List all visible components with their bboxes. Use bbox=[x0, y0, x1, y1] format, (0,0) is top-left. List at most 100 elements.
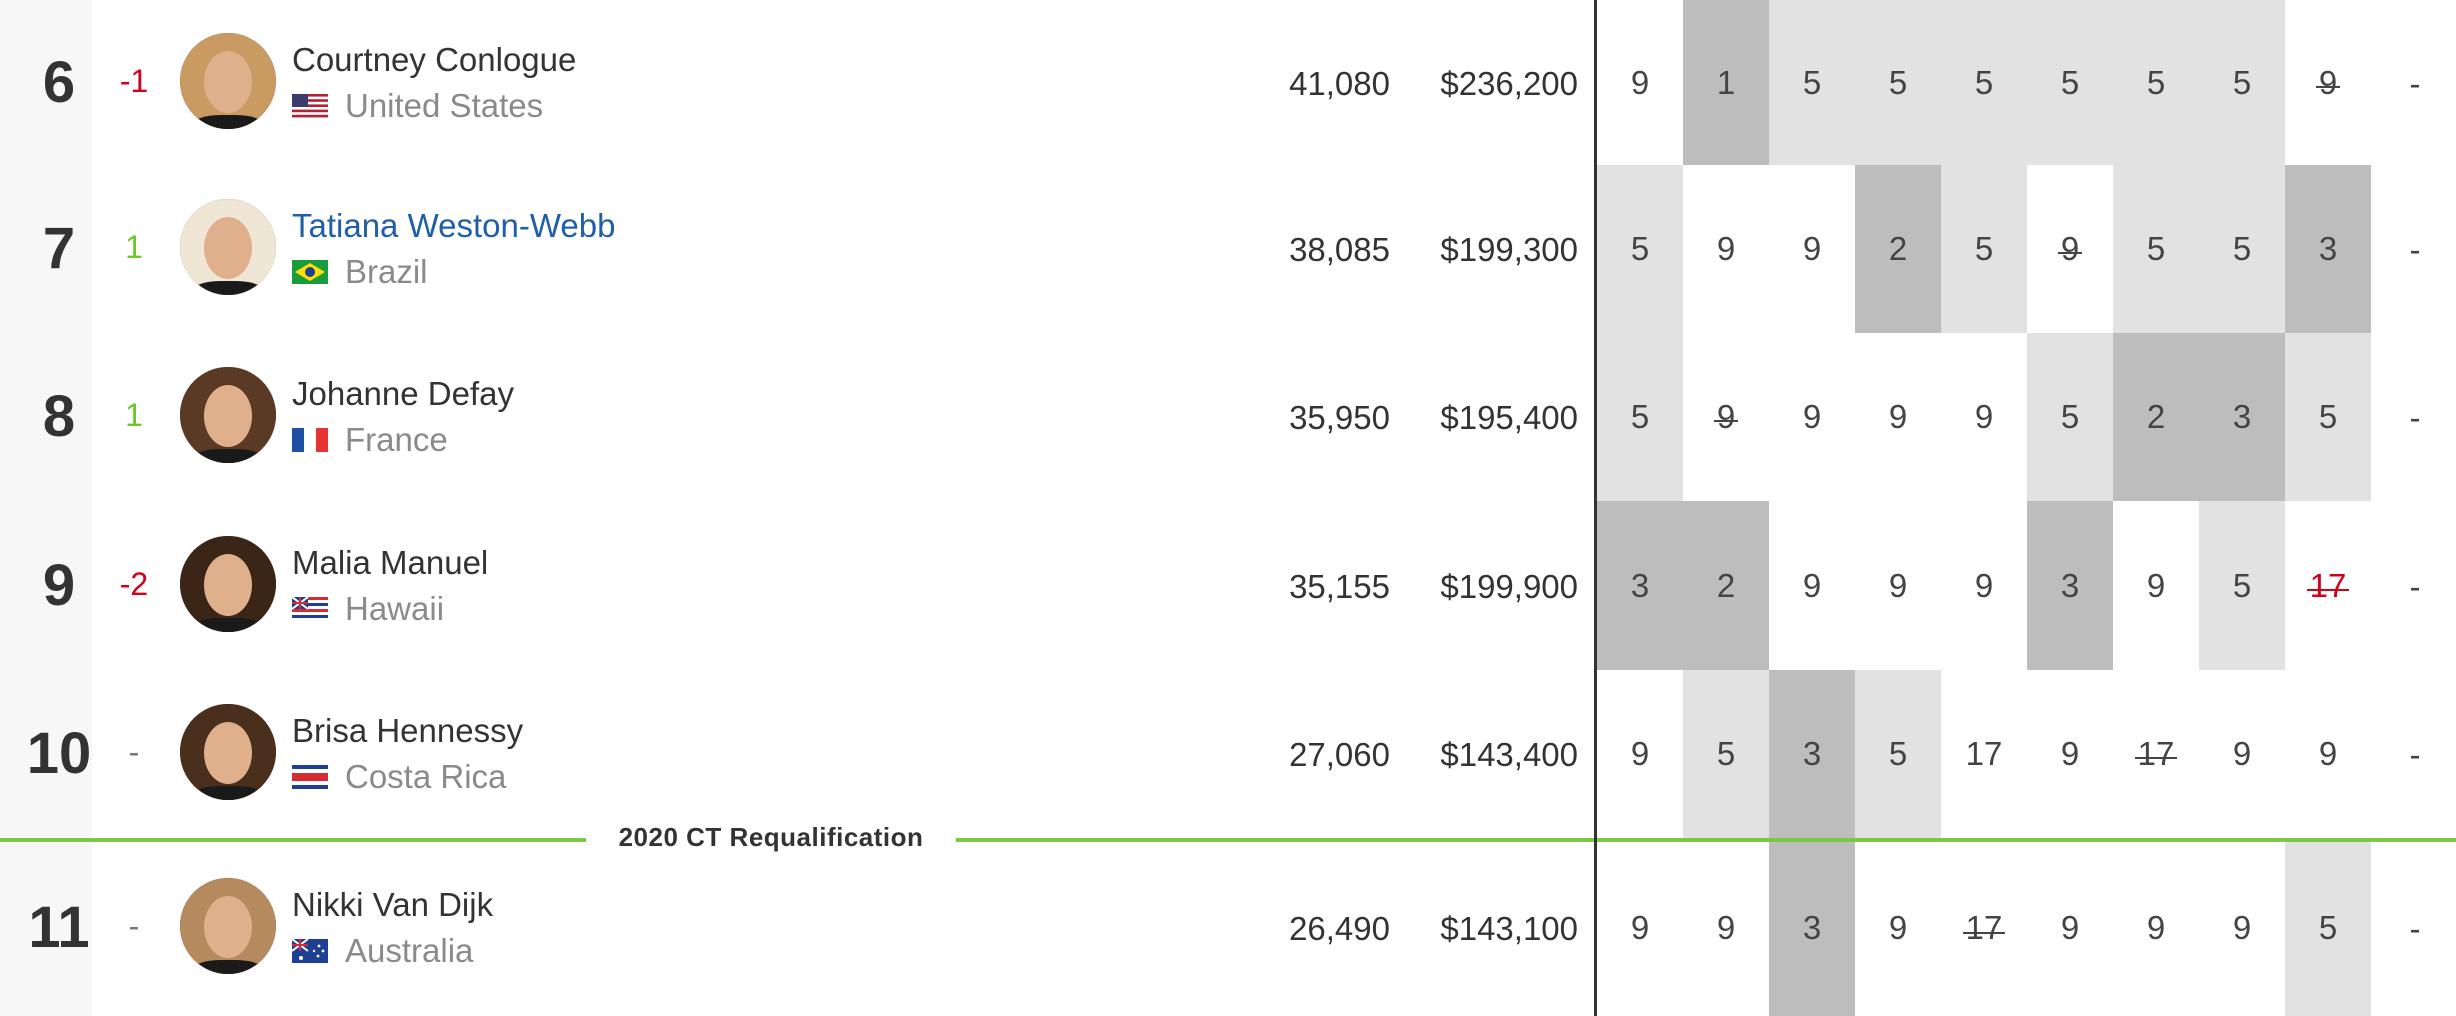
result-value: 3 bbox=[2232, 398, 2252, 435]
event-result-cell: 9 bbox=[2027, 840, 2113, 1016]
result-value: 5 bbox=[1630, 398, 1650, 435]
result-value: 9 bbox=[1630, 735, 1650, 772]
event-result-cell: 3 bbox=[2285, 165, 2371, 333]
event-result-cell: 9 bbox=[1769, 333, 1855, 501]
event-result-cell: 9 bbox=[1855, 501, 1941, 670]
event-result-cell: 5 bbox=[2113, 165, 2199, 333]
result-value: 5 bbox=[1974, 230, 1994, 267]
athlete-prize-money: $236,200 bbox=[1440, 64, 1578, 102]
athlete-avatar[interactable] bbox=[180, 199, 276, 295]
rank-change: 1 bbox=[125, 229, 143, 265]
dropped-result-value: 17 bbox=[2306, 501, 2350, 670]
athlete-country: Brazil bbox=[345, 253, 428, 290]
athlete-points: 27,060 bbox=[1289, 736, 1390, 773]
event-result-cell: 5 bbox=[1597, 333, 1683, 501]
event-result-cell: 9 bbox=[1941, 501, 2027, 670]
event-result-cell: 2 bbox=[1855, 165, 1941, 333]
result-value: 17 bbox=[1965, 735, 2003, 772]
result-value: 5 bbox=[1802, 64, 1822, 101]
last-event-result: - bbox=[2409, 399, 2421, 436]
hawaii-flag-icon bbox=[292, 596, 328, 621]
result-value: 2 bbox=[2146, 398, 2166, 435]
event-result-cell: 5 bbox=[2199, 0, 2285, 165]
event-result-cell: 9 bbox=[2113, 501, 2199, 670]
athlete-name[interactable]: Malia Manuel bbox=[292, 543, 489, 581]
athlete-country: United States bbox=[345, 86, 544, 124]
event-result-cell: 3 bbox=[1597, 501, 1683, 670]
event-result-cell: 9 bbox=[2285, 0, 2371, 165]
athlete-avatar[interactable] bbox=[180, 704, 276, 800]
result-value: 9 bbox=[2232, 909, 2252, 946]
result-value: 5 bbox=[2232, 230, 2252, 267]
result-value: 9 bbox=[1716, 230, 1736, 267]
brazil-flag-icon bbox=[292, 260, 328, 284]
rank-change: - bbox=[128, 908, 140, 944]
athlete-prize-money: $143,400 bbox=[1440, 736, 1578, 773]
result-value: 3 bbox=[2060, 567, 2080, 604]
rank-number: 6 bbox=[42, 49, 76, 115]
rank-number: 7 bbox=[42, 216, 76, 281]
event-result-cell: 5 bbox=[1941, 0, 2027, 165]
athlete-avatar[interactable] bbox=[180, 32, 276, 129]
last-event-result: - bbox=[2409, 736, 2421, 773]
event-result-cell: 9 bbox=[1769, 165, 1855, 333]
event-result-cell: 5 bbox=[2027, 333, 2113, 501]
event-result-cell: 17 bbox=[1941, 670, 2027, 838]
us-flag-icon bbox=[292, 93, 328, 118]
event-result-cell: 3 bbox=[1769, 670, 1855, 838]
result-value: 9 bbox=[2146, 567, 2166, 604]
requalification-line-right bbox=[956, 838, 2456, 842]
result-value: 9 bbox=[1716, 909, 1736, 946]
result-value: 5 bbox=[1888, 735, 1908, 772]
result-value: 9 bbox=[1888, 567, 1908, 604]
event-result-cell: 9 bbox=[2027, 670, 2113, 838]
event-result-cell: 9 bbox=[2199, 840, 2285, 1016]
result-value: 5 bbox=[1888, 64, 1908, 101]
event-result-cell: 2 bbox=[2113, 333, 2199, 501]
result-value: 9 bbox=[2146, 909, 2166, 946]
rank-change: 1 bbox=[125, 397, 143, 433]
event-result-cell: 5 bbox=[1597, 165, 1683, 333]
requalification-line-left bbox=[0, 838, 586, 842]
event-result-cell: 3 bbox=[1769, 840, 1855, 1016]
event-result-cell: 9 bbox=[1855, 840, 1941, 1016]
result-value: 9 bbox=[2318, 735, 2338, 772]
event-result-cell: 17 bbox=[2285, 501, 2371, 670]
result-value: 3 bbox=[1630, 567, 1650, 604]
athlete-avatar[interactable] bbox=[180, 535, 276, 632]
event-result-cell: 5 bbox=[2113, 0, 2199, 165]
result-value: 5 bbox=[2232, 567, 2252, 604]
athlete-name[interactable]: Tatiana Weston-Webb bbox=[292, 207, 616, 244]
event-result-cell: 9 bbox=[2113, 840, 2199, 1016]
event-result-cell: 5 bbox=[2199, 165, 2285, 333]
result-value: 1 bbox=[1716, 64, 1736, 101]
result-value: 9 bbox=[1974, 567, 1994, 604]
last-event-result: - bbox=[2409, 910, 2421, 947]
result-value: 9 bbox=[1802, 230, 1822, 267]
event-result-cell: 5 bbox=[1941, 165, 2027, 333]
event-result-cell: 2 bbox=[1683, 501, 1769, 670]
result-value: 5 bbox=[2146, 230, 2166, 267]
dropped-result-value: 9 bbox=[2315, 0, 2341, 165]
event-result-cell: 9 bbox=[1597, 670, 1683, 838]
athlete-points: 35,950 bbox=[1289, 399, 1390, 436]
athlete-name[interactable]: Courtney Conlogue bbox=[292, 40, 577, 78]
requalification-label: 2020 CT Requalification bbox=[586, 822, 956, 853]
athlete-prize-money: $199,300 bbox=[1440, 231, 1578, 268]
event-result-cell: 3 bbox=[2027, 501, 2113, 670]
athlete-points: 41,080 bbox=[1289, 64, 1390, 102]
athlete-avatar[interactable] bbox=[180, 878, 276, 974]
athlete-avatar[interactable] bbox=[180, 367, 276, 463]
event-result-cell: 5 bbox=[2199, 501, 2285, 670]
athlete-points: 38,085 bbox=[1289, 231, 1390, 268]
athlete-prize-money: $199,900 bbox=[1440, 567, 1578, 605]
athlete-prize-money: $195,400 bbox=[1440, 399, 1578, 436]
result-value: 5 bbox=[1716, 735, 1736, 772]
athlete-name[interactable]: Brisa Hennessy bbox=[292, 712, 524, 749]
athlete-country: France bbox=[345, 421, 448, 458]
athlete-name[interactable]: Johanne Defay bbox=[292, 375, 514, 412]
france-flag-icon bbox=[292, 428, 328, 452]
athlete-name[interactable]: Nikki Van Dijk bbox=[292, 886, 494, 923]
result-value: 9 bbox=[1888, 398, 1908, 435]
event-result-cell: 5 bbox=[1769, 0, 1855, 165]
